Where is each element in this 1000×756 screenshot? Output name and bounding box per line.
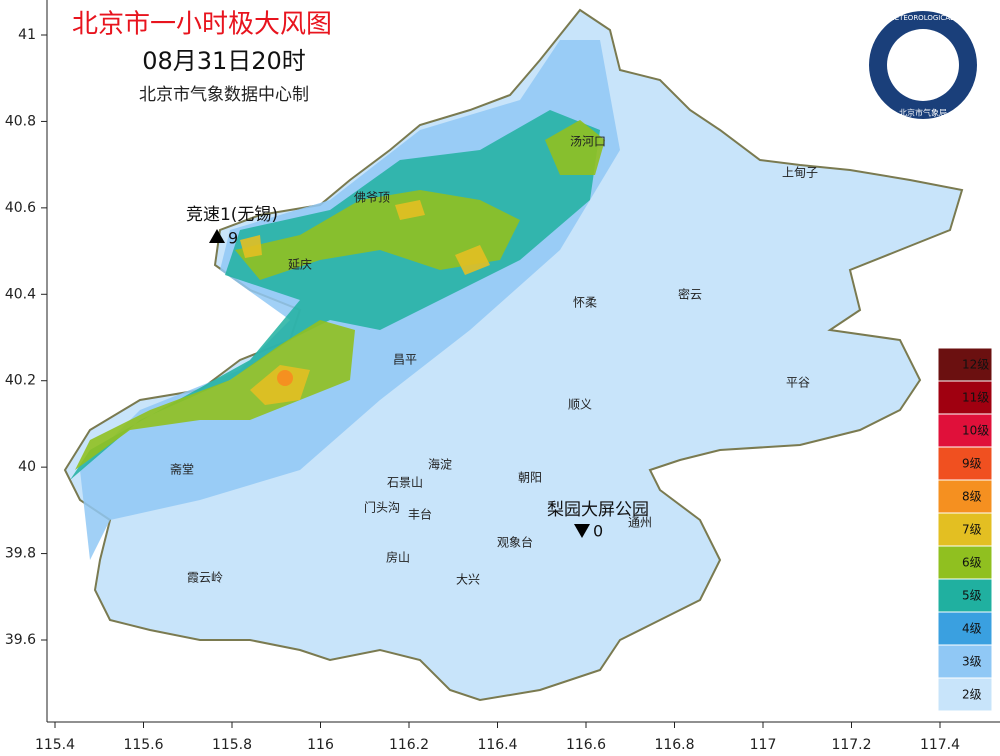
level-6-area xyxy=(75,120,605,470)
place-label: 上甸子 xyxy=(782,166,818,180)
beijing-region xyxy=(63,8,964,702)
x-tick-label: 117.2 xyxy=(831,737,871,753)
legend-label: 8级 xyxy=(962,490,982,504)
place-label: 门头沟 xyxy=(364,500,400,515)
place-label: 汤河口 xyxy=(570,135,606,149)
y-tick-label: 40 xyxy=(18,459,36,475)
y-tick-label: 40.2 xyxy=(5,373,36,389)
legend-swatch xyxy=(937,578,993,613)
place-label: 密云 xyxy=(678,287,702,302)
place-label: 顺义 xyxy=(568,398,592,412)
legend-label: 10级 xyxy=(962,424,989,438)
legend-label: 12级 xyxy=(962,358,989,372)
legend-label: 5级 xyxy=(962,589,982,603)
y-tick-label: 40.8 xyxy=(5,113,36,129)
place-label: 怀柔 xyxy=(573,296,597,310)
legend-swatch xyxy=(937,446,993,481)
x-tick-label: 117.4 xyxy=(920,737,960,753)
station-value: 9 xyxy=(228,229,238,248)
place-label: 通州 xyxy=(628,516,652,530)
legend-label: 11级 xyxy=(962,391,989,405)
legend-swatch xyxy=(937,512,993,547)
station-value: 0 xyxy=(593,522,603,541)
x-tick-label: 115.6 xyxy=(123,737,163,753)
x-tick-label: 116.6 xyxy=(566,737,606,753)
place-label: 石景山 xyxy=(387,476,423,490)
legend-label: 3级 xyxy=(962,655,982,669)
logo-inner xyxy=(887,29,959,101)
place-label: 大兴 xyxy=(456,573,480,587)
x-tick-label: 116.2 xyxy=(389,737,429,753)
legend-swatch xyxy=(937,413,993,448)
y-tick-label: 41 xyxy=(18,27,36,43)
x-tick-label: 116.8 xyxy=(654,737,694,753)
station-marker xyxy=(209,229,225,243)
legend-label: 4级 xyxy=(962,622,982,636)
legend-label: 7级 xyxy=(962,523,982,537)
legend-swatch xyxy=(937,611,993,646)
place-label: 昌平 xyxy=(393,353,417,367)
time: 08月31日20时 xyxy=(142,47,306,75)
subtitle: 北京市气象数据中心制 xyxy=(139,85,309,105)
place-label: 平谷 xyxy=(786,376,810,390)
place-label: 霞云岭 xyxy=(187,571,223,585)
place-label: 房山 xyxy=(386,550,410,565)
x-tick-label: 115.4 xyxy=(35,737,75,753)
station-name: 梨园大屏公园 xyxy=(547,500,649,520)
place-label: 朝阳 xyxy=(518,471,542,485)
legend-swatch xyxy=(937,644,993,679)
y-tick-label: 39.8 xyxy=(5,546,36,562)
x-tick-label: 115.8 xyxy=(212,737,252,753)
x-tick-label: 116 xyxy=(307,737,334,753)
y-tick-label: 39.6 xyxy=(5,632,36,648)
logo-chinese: 北京市气象局 xyxy=(899,108,947,118)
place-label: 海淀 xyxy=(428,457,452,472)
logo-english: BEIJING METEOROLOGICAL SERVICE xyxy=(860,14,985,22)
title: 北京市一小时极大风图 xyxy=(72,10,332,40)
place-label: 斋堂 xyxy=(170,462,194,477)
level-7-area xyxy=(240,200,490,405)
legend-swatch xyxy=(937,347,993,382)
legend-label: 6级 xyxy=(962,556,982,570)
legend-swatch xyxy=(937,479,993,514)
level-8-spot xyxy=(277,370,293,386)
legend-swatch xyxy=(937,677,993,712)
x-tick-label: 116.4 xyxy=(477,737,517,753)
place-label: 丰台 xyxy=(408,507,432,522)
y-tick-label: 40.6 xyxy=(5,200,36,216)
station-marker xyxy=(574,524,590,538)
legend-swatch xyxy=(937,545,993,580)
x-tick-label: 117 xyxy=(750,737,777,753)
y-tick-label: 40.4 xyxy=(5,286,36,302)
place-label: 延庆 xyxy=(288,258,312,272)
legend-label: 9级 xyxy=(962,457,982,471)
logo: BEIJING METEOROLOGICAL SERVICE 北京市气象局 xyxy=(860,11,986,119)
legend-label: 2级 xyxy=(962,688,982,702)
place-label: 佛爷顶 xyxy=(354,191,390,205)
station-name: 竞速1(无锡) xyxy=(186,205,278,225)
place-label: 观象台 xyxy=(497,535,533,550)
